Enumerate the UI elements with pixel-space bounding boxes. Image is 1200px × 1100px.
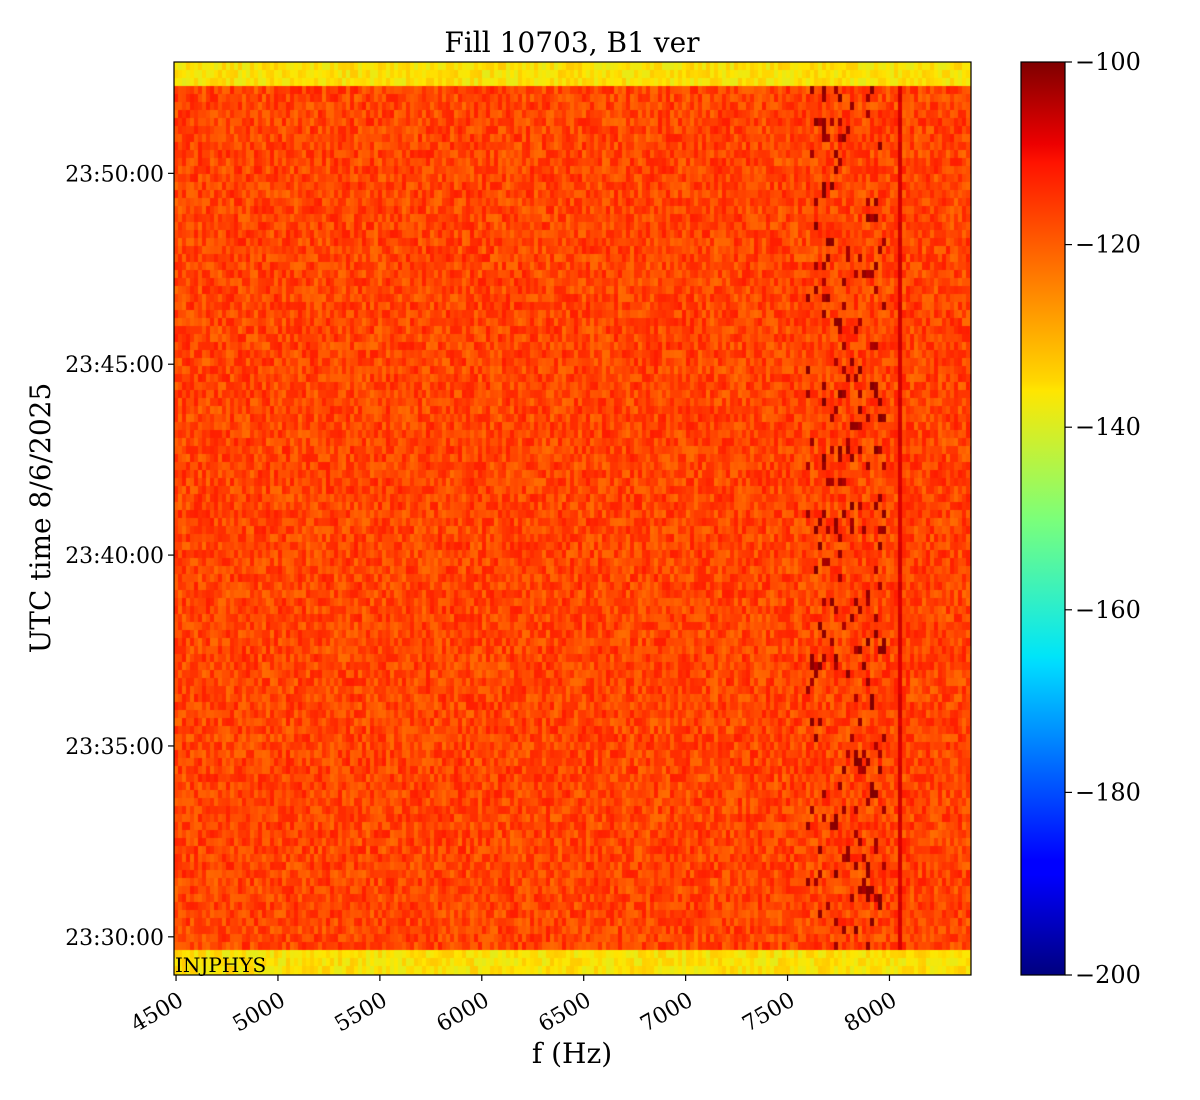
x-tick-label: 7000 bbox=[636, 988, 697, 1038]
y-axis: 23:30:00 23:35:00 23:40:00 23:45:00 23:50:00 bbox=[65, 162, 174, 951]
x-tick-label: 7500 bbox=[738, 988, 799, 1038]
y-tick-label: 23:30:00 bbox=[65, 926, 164, 951]
x-tick-label: 8000 bbox=[840, 988, 901, 1038]
y-tick-label: 23:35:00 bbox=[65, 735, 164, 760]
y-tick-label: 23:50:00 bbox=[65, 162, 164, 187]
plot-area: INJPHYS bbox=[173, 61, 972, 977]
plot-frame bbox=[173, 61, 972, 976]
colorbar: −100 −120 −140 −160 −180 −200 bbox=[1020, 48, 1141, 989]
chart-title: Fill 10703, B1 ver bbox=[444, 26, 700, 59]
colorbar-tick-label: −160 bbox=[1075, 596, 1141, 624]
colorbar-tick-label: −100 bbox=[1075, 48, 1141, 76]
x-axis-label: f (Hz) bbox=[532, 1037, 612, 1070]
x-tick-label: 4500 bbox=[127, 988, 188, 1038]
x-tick-label: 6000 bbox=[433, 988, 494, 1038]
colorbar-gradient bbox=[1020, 61, 1066, 976]
colorbar-ticks: −100 −120 −140 −160 −180 −200 bbox=[1065, 48, 1141, 989]
y-axis-label: UTC time 8/6/2025 bbox=[24, 383, 57, 654]
x-tick-label: 5500 bbox=[331, 988, 392, 1038]
colorbar-tick-label: −200 bbox=[1075, 961, 1141, 989]
x-axis: 4500 5000 5500 6000 6500 7000 7500 8000 bbox=[127, 975, 901, 1037]
annotation-label: INJPHYS bbox=[175, 953, 266, 977]
colorbar-tick-label: −120 bbox=[1075, 231, 1141, 259]
x-tick-label: 6500 bbox=[535, 988, 596, 1038]
y-tick-label: 23:40:00 bbox=[65, 544, 164, 569]
spectrogram-heatmap bbox=[174, 62, 971, 975]
colorbar-tick-label: −180 bbox=[1075, 778, 1141, 806]
x-tick-label: 5000 bbox=[229, 988, 290, 1038]
colorbar-tick-label: −140 bbox=[1075, 413, 1141, 441]
y-tick-label: 23:45:00 bbox=[65, 353, 164, 378]
